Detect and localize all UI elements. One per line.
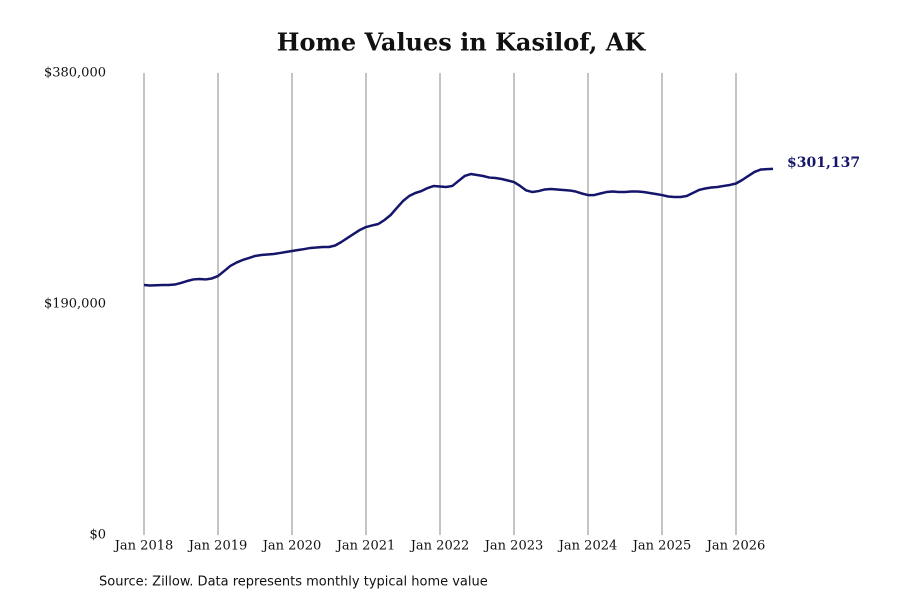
value-label: $301,137 — [787, 155, 860, 171]
x-tick-label: Jan 2024 — [557, 539, 618, 554]
x-tick-label: Jan 2020 — [261, 539, 322, 554]
x-tick-label: Jan 2019 — [187, 539, 248, 554]
y-tick-label: $380,000 — [44, 66, 106, 81]
y-tick-label: $0 — [89, 528, 106, 543]
x-tick-label: Jan 2021 — [335, 539, 396, 554]
x-tick-label: Jan 2023 — [483, 539, 544, 554]
x-tick-label: Jan 2025 — [631, 539, 692, 554]
x-tick-label: Jan 2026 — [705, 539, 766, 554]
line — [143, 167, 774, 287]
x-tick-label: Jan 2022 — [409, 539, 470, 554]
x-tick-label: Jan 2018 — [113, 539, 174, 554]
chart-title: Home Values in Kasilof, AK — [277, 28, 647, 57]
y-tick-label: $190,000 — [44, 297, 106, 312]
source-note: Source: Zillow. Data represents monthly … — [99, 575, 488, 590]
